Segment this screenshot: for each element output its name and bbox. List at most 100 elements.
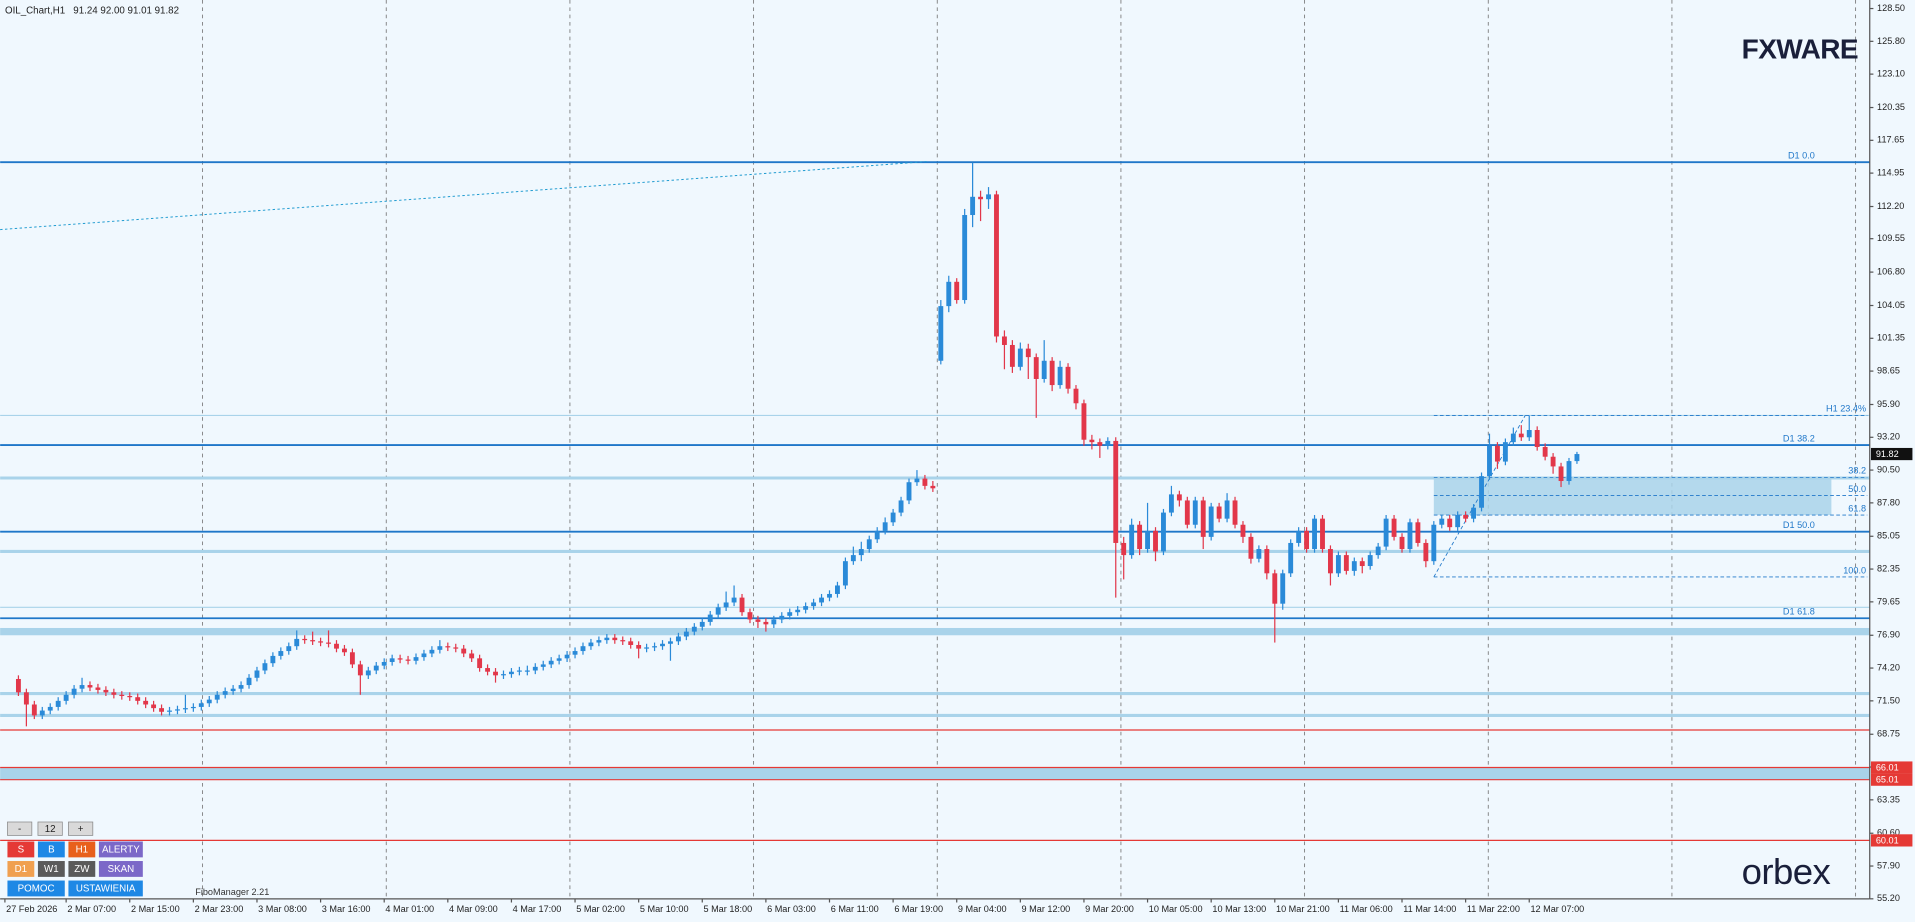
x-tick-label: 10 Mar 21:00 bbox=[1276, 904, 1330, 914]
candle-body bbox=[890, 512, 896, 523]
candle-body bbox=[111, 692, 117, 695]
candle-body bbox=[318, 641, 324, 643]
x-tick-label: 11 Mar 22:00 bbox=[1467, 904, 1520, 914]
y-tick-label: 109.55 bbox=[1877, 233, 1905, 243]
price-tag bbox=[1870, 773, 1913, 786]
candle-body bbox=[1161, 512, 1166, 552]
candle-body bbox=[1534, 429, 1540, 448]
candle-body bbox=[453, 647, 459, 649]
candle-body bbox=[334, 643, 339, 649]
panel-button-label[interactable]: H1 bbox=[76, 845, 88, 856]
candle-body bbox=[87, 685, 93, 688]
candle-body bbox=[1137, 524, 1143, 550]
candle-body bbox=[1335, 555, 1341, 574]
candle-body bbox=[612, 637, 618, 641]
candle-body bbox=[946, 281, 952, 307]
panel-button[interactable] bbox=[98, 861, 143, 877]
panel-button[interactable] bbox=[37, 841, 65, 858]
x-tick-label: 6 Mar 19:00 bbox=[894, 904, 943, 914]
candle-body bbox=[1089, 439, 1095, 443]
candle-body bbox=[1081, 403, 1087, 440]
candle-body bbox=[819, 597, 824, 603]
candle-body bbox=[731, 597, 737, 603]
trend-line bbox=[0, 161, 927, 231]
candle-body bbox=[1375, 546, 1381, 556]
x-tick-label: 4 Mar 17:00 bbox=[513, 904, 562, 914]
candle-body bbox=[1065, 366, 1071, 389]
panel-button-label[interactable]: USTAWIENIA bbox=[76, 884, 136, 895]
candle-body bbox=[874, 530, 880, 540]
panel-button[interactable] bbox=[68, 861, 96, 877]
x-tick-label: 5 Mar 02:00 bbox=[576, 904, 625, 914]
candle-body bbox=[1001, 336, 1007, 345]
candle-body bbox=[1153, 530, 1158, 552]
candle-body bbox=[143, 700, 149, 705]
candle-body bbox=[508, 671, 514, 675]
fibo-label: 61.8 bbox=[1848, 503, 1866, 513]
candle-body bbox=[182, 708, 188, 710]
y-tick-label: 93.20 bbox=[1877, 432, 1900, 442]
ohlc-header: 91.24 92.00 91.01 91.82 bbox=[73, 6, 179, 17]
x-tick-label: 4 Mar 01:00 bbox=[385, 904, 434, 914]
panel-button-label[interactable]: ZW bbox=[74, 864, 90, 875]
candle-body bbox=[572, 651, 578, 655]
level-label: D1 38.2 bbox=[1783, 433, 1815, 443]
panel-button-label[interactable]: B bbox=[48, 845, 55, 856]
stepper-label[interactable]: - bbox=[18, 824, 21, 835]
panel-button-label[interactable]: S bbox=[18, 845, 25, 856]
candle-body bbox=[1049, 360, 1055, 386]
y-tick-label: 90.50 bbox=[1877, 465, 1900, 475]
candle-body bbox=[159, 708, 164, 712]
panel-button[interactable] bbox=[68, 880, 143, 897]
candle-body bbox=[230, 688, 236, 692]
candle-body bbox=[636, 644, 642, 649]
candle-body bbox=[620, 640, 626, 642]
candle-body bbox=[1526, 429, 1532, 438]
candle-body bbox=[501, 674, 506, 676]
candle-body bbox=[1009, 344, 1015, 367]
candle-body bbox=[1399, 536, 1405, 550]
candle-body bbox=[95, 687, 101, 690]
stepper-label[interactable]: 12 bbox=[45, 824, 56, 835]
candle-body bbox=[55, 700, 61, 707]
candle-body bbox=[1550, 456, 1556, 467]
panel-button[interactable] bbox=[37, 861, 65, 877]
x-tick-label: 10 Mar 13:00 bbox=[1212, 904, 1266, 914]
stepper-label[interactable]: + bbox=[78, 824, 84, 835]
zone-band bbox=[0, 767, 1870, 780]
candle-body bbox=[1383, 518, 1389, 547]
candle-body bbox=[1272, 573, 1278, 604]
candle-body bbox=[723, 602, 729, 608]
candle-body bbox=[994, 194, 999, 337]
panel-button-label[interactable]: POMOC bbox=[18, 884, 55, 895]
candle-body bbox=[707, 614, 713, 622]
panel-button-label[interactable]: D1 bbox=[15, 864, 27, 875]
panel-button[interactable] bbox=[7, 861, 35, 877]
candle-body bbox=[326, 642, 331, 644]
panel-button-label[interactable]: SKAN bbox=[108, 864, 135, 875]
candle-body bbox=[755, 619, 761, 622]
panel-button[interactable] bbox=[7, 841, 35, 858]
stepper-button[interactable] bbox=[7, 821, 33, 836]
panel-button[interactable] bbox=[7, 880, 65, 897]
candle-body bbox=[850, 555, 856, 562]
candle-body bbox=[1232, 500, 1238, 525]
candle-body bbox=[747, 612, 753, 620]
stepper-button[interactable] bbox=[68, 821, 94, 836]
panel-button[interactable] bbox=[98, 841, 143, 858]
x-tick-label: 6 Mar 03:00 bbox=[767, 904, 816, 914]
candle-body bbox=[1041, 360, 1047, 379]
stepper-button[interactable] bbox=[37, 821, 63, 836]
candle-body bbox=[1558, 466, 1564, 482]
candle-body bbox=[1351, 561, 1357, 571]
panel-button-label[interactable]: W1 bbox=[44, 864, 59, 875]
panel-button-label[interactable]: ALERTY bbox=[102, 845, 140, 856]
y-tick-label: 55.20 bbox=[1877, 893, 1900, 903]
panel-button[interactable] bbox=[68, 841, 96, 858]
candle-body bbox=[683, 631, 689, 637]
y-tick-label: 63.35 bbox=[1877, 794, 1900, 804]
candle-body bbox=[1216, 506, 1222, 519]
x-tick-label: 11 Mar 14:00 bbox=[1403, 904, 1456, 914]
candle-body bbox=[1192, 500, 1198, 525]
